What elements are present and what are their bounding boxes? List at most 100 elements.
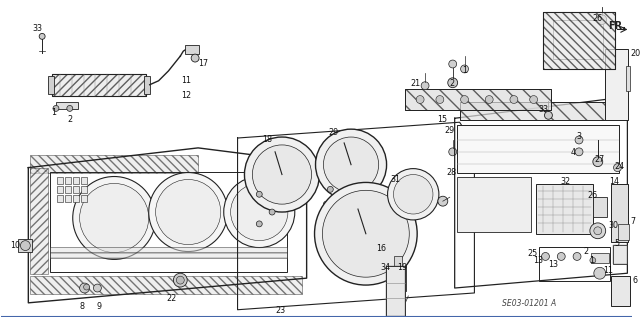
Circle shape (256, 221, 262, 227)
Circle shape (73, 176, 156, 259)
Text: 8: 8 (79, 302, 84, 311)
Circle shape (156, 180, 221, 245)
Circle shape (449, 148, 457, 156)
Bar (394, 256, 403, 268)
Circle shape (67, 106, 73, 111)
Bar (81, 186, 86, 193)
Text: FR.: FR. (607, 21, 626, 32)
Bar (56, 101, 77, 109)
Text: 31: 31 (390, 174, 401, 183)
Circle shape (573, 253, 581, 260)
Circle shape (557, 253, 565, 260)
Text: 10: 10 (11, 241, 20, 250)
Text: 27: 27 (595, 155, 605, 164)
Circle shape (53, 106, 59, 111)
Text: 22: 22 (166, 294, 177, 303)
Text: 34: 34 (381, 263, 390, 272)
Circle shape (596, 15, 607, 25)
Bar (539, 247, 610, 281)
Bar (405, 89, 552, 110)
Circle shape (614, 164, 621, 172)
Bar (536, 184, 593, 234)
Text: 21: 21 (410, 79, 420, 88)
Text: 33: 33 (32, 24, 42, 33)
Text: 1: 1 (463, 66, 468, 75)
Circle shape (575, 136, 583, 144)
Bar (52, 74, 146, 96)
Circle shape (328, 186, 333, 192)
Text: 13: 13 (548, 260, 559, 269)
Bar (52, 74, 146, 96)
Bar (612, 245, 627, 264)
Text: 2: 2 (450, 79, 455, 88)
Bar (65, 186, 71, 193)
Circle shape (388, 169, 439, 220)
Bar (605, 49, 628, 120)
Text: 14: 14 (610, 176, 620, 186)
Text: 2: 2 (583, 247, 588, 256)
Text: 1: 1 (51, 108, 56, 117)
Bar (57, 195, 63, 202)
Circle shape (173, 273, 188, 287)
Text: 30: 30 (609, 221, 619, 230)
Text: SE03-01201 A: SE03-01201 A (502, 299, 556, 308)
Text: 29: 29 (328, 128, 339, 137)
Bar (50, 247, 287, 258)
Circle shape (593, 157, 603, 167)
Circle shape (594, 267, 605, 279)
Text: 11: 11 (181, 76, 191, 85)
Bar (457, 177, 531, 232)
Text: 15: 15 (437, 115, 447, 124)
Circle shape (461, 96, 468, 103)
Text: 16: 16 (376, 244, 386, 253)
Bar (30, 155, 198, 173)
Circle shape (230, 183, 288, 241)
Circle shape (448, 78, 458, 88)
Bar (390, 266, 406, 291)
Text: 6: 6 (632, 276, 637, 285)
Bar (30, 276, 301, 294)
Bar (591, 254, 609, 263)
Circle shape (449, 60, 457, 68)
Text: 23: 23 (275, 306, 285, 315)
Circle shape (20, 241, 30, 250)
Text: 20: 20 (630, 49, 640, 58)
Circle shape (485, 96, 493, 103)
Circle shape (177, 276, 184, 284)
Text: 26: 26 (587, 191, 597, 200)
Bar (457, 125, 620, 173)
Circle shape (316, 129, 387, 200)
Circle shape (461, 65, 468, 73)
Text: 32: 32 (560, 177, 570, 187)
Circle shape (323, 201, 330, 207)
Circle shape (590, 223, 605, 239)
Text: 29: 29 (445, 126, 455, 135)
Circle shape (224, 176, 295, 248)
Text: 9: 9 (97, 302, 102, 311)
Bar (81, 195, 86, 202)
Text: 7: 7 (630, 217, 636, 226)
Bar (627, 66, 630, 91)
Bar (460, 102, 612, 120)
Bar (605, 49, 628, 120)
Circle shape (191, 54, 199, 62)
Text: 28: 28 (447, 167, 457, 177)
Circle shape (323, 190, 409, 277)
Text: 2: 2 (68, 115, 73, 124)
Circle shape (438, 196, 448, 206)
Bar (73, 177, 79, 184)
Circle shape (256, 191, 262, 197)
Bar (185, 45, 199, 54)
Circle shape (79, 283, 90, 293)
Bar (57, 177, 63, 184)
Bar (611, 276, 630, 306)
Bar (618, 224, 629, 240)
Bar (554, 19, 603, 59)
Circle shape (269, 209, 275, 215)
Text: 24: 24 (614, 162, 625, 171)
Circle shape (314, 182, 417, 285)
Bar (57, 186, 63, 193)
Bar (385, 266, 405, 316)
Circle shape (252, 145, 312, 204)
Circle shape (39, 33, 45, 39)
